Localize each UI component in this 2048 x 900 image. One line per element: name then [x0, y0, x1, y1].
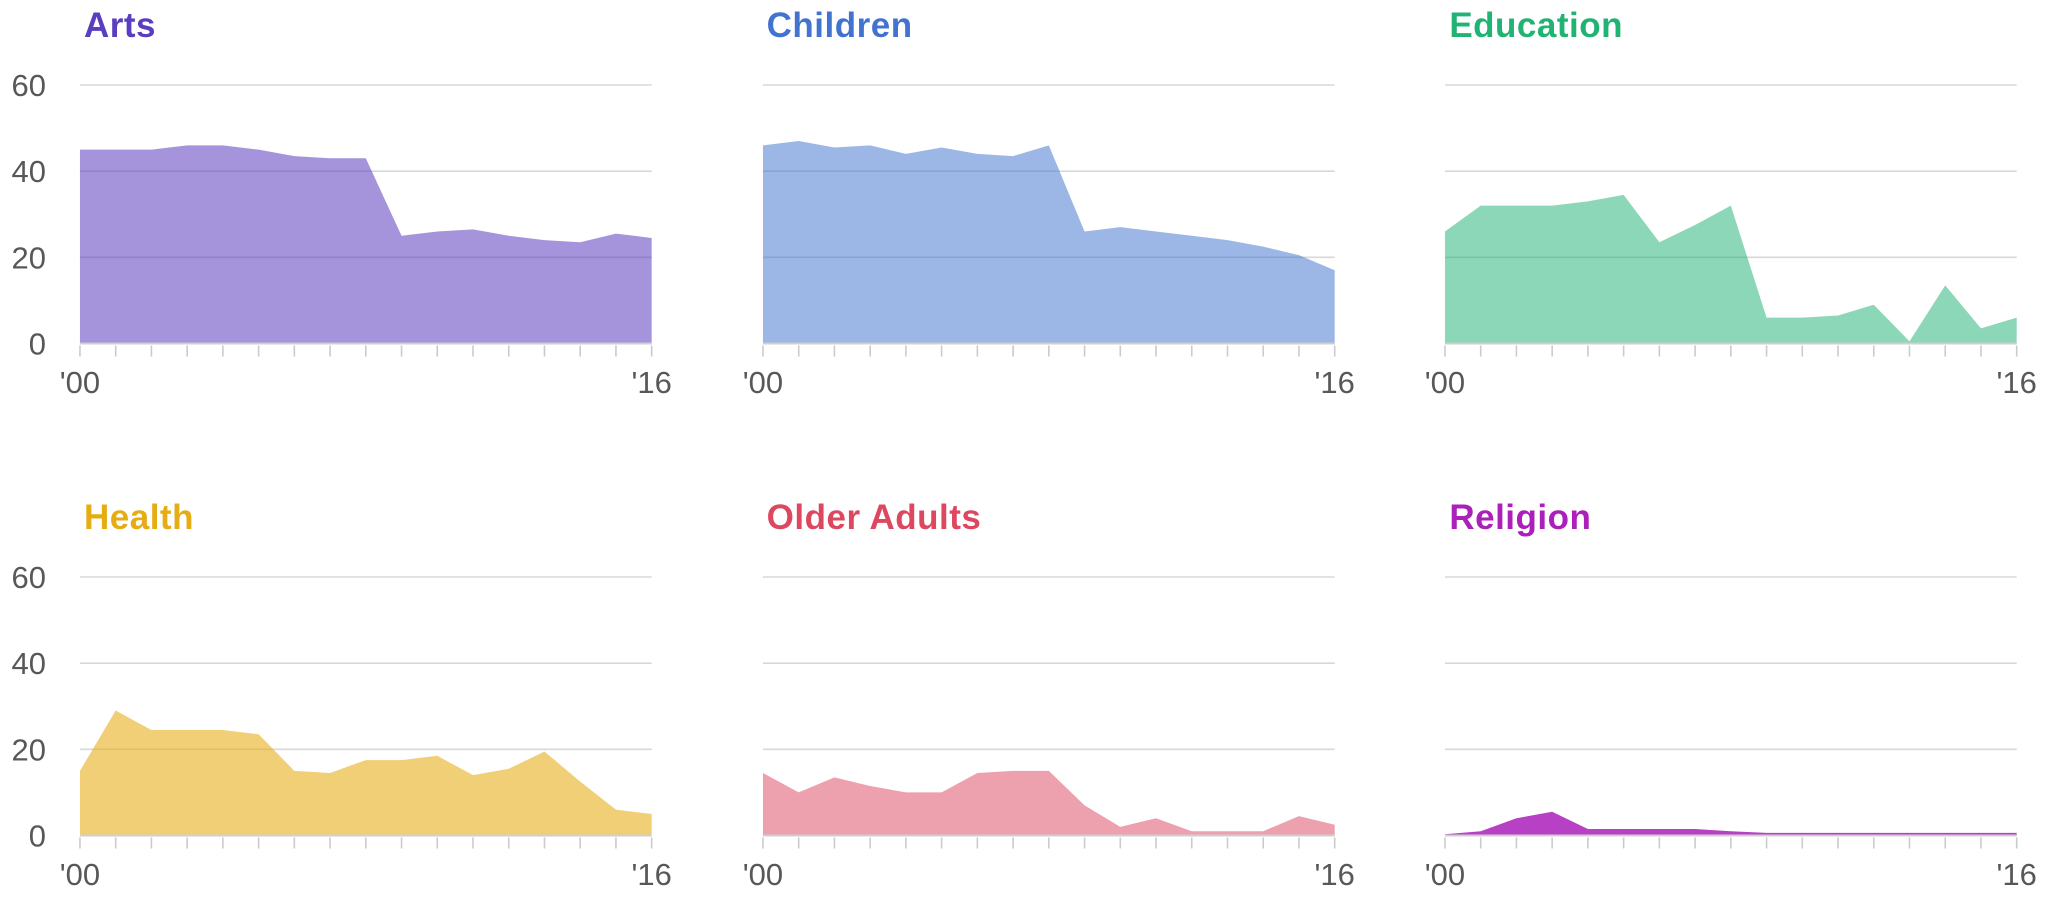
x-axis-label-start: '00 [1425, 365, 1465, 400]
area-series [1445, 194, 2018, 344]
y-axis-label-60: 60 [12, 68, 46, 103]
chart-title: Children [766, 6, 913, 45]
y-axis-label-20: 20 [12, 732, 46, 767]
chart-title: Older Adults [766, 498, 982, 537]
x-axis-label-start: '00 [742, 857, 782, 892]
x-axis-label-start: '00 [60, 365, 100, 400]
area-series [79, 145, 652, 344]
y-axis-label-60: 60 [12, 560, 46, 595]
chart-panel: Arts '00 '16 60 40 20 0 [0, 0, 683, 450]
area-series [762, 770, 1335, 836]
area-series [79, 710, 652, 836]
x-axis-label-end: '16 [631, 365, 671, 400]
x-axis-label-start: '00 [742, 365, 782, 400]
area-series [1445, 811, 2018, 836]
x-axis-label-start: '00 [60, 857, 100, 892]
chart-title: Arts [84, 6, 157, 45]
x-axis-label-start: '00 [1425, 857, 1465, 892]
area-chart: '00 '16 [1425, 576, 2037, 892]
y-axis-label-40: 40 [12, 154, 46, 189]
area-chart: '00 '16 60 40 20 0 [12, 68, 672, 400]
area-chart: '00 '16 [1425, 84, 2037, 400]
chart-panel: Education '00 '16 [1365, 0, 2048, 450]
y-axis-label-0: 0 [29, 818, 46, 853]
chart-title: Education [1449, 6, 1624, 45]
y-axis-label-20: 20 [12, 240, 46, 275]
chart-panel: Children '00 '16 [683, 0, 1366, 450]
x-axis-label-end: '16 [1314, 365, 1354, 400]
x-axis-label-end: '16 [1314, 857, 1354, 892]
x-axis-label-end: '16 [631, 857, 671, 892]
x-axis-label-end: '16 [1997, 365, 2037, 400]
y-axis-label-40: 40 [12, 646, 46, 681]
chart-panel: Health '00 '16 60 40 20 0 [0, 450, 683, 900]
area-chart: '00 '16 60 40 20 0 [12, 560, 672, 892]
y-axis-label-0: 0 [29, 326, 46, 361]
area-chart: '00 '16 [742, 84, 1355, 400]
area-series [762, 141, 1335, 344]
chart-panel: Religion '00 '16 [1365, 450, 2048, 900]
x-axis-label-end: '16 [1997, 857, 2037, 892]
chart-panel: Older Adults '00 '16 [683, 450, 1366, 900]
chart-title: Health [84, 498, 194, 537]
area-chart: '00 '16 [742, 576, 1355, 892]
chart-title: Religion [1449, 498, 1592, 537]
